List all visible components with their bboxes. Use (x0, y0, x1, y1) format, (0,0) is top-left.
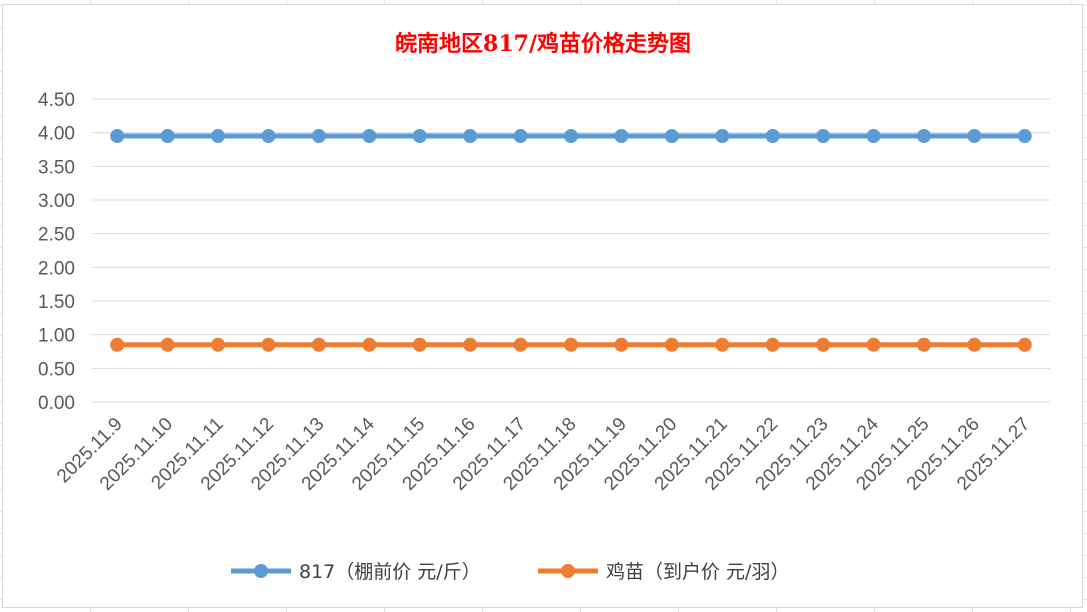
data-point-series-2[interactable] (211, 337, 226, 352)
x-axis-ticks: 2025.11.92025.11.102025.11.112025.11.122… (53, 413, 1034, 494)
data-point-series-1[interactable] (362, 129, 377, 144)
data-point-series-1[interactable] (412, 129, 427, 144)
data-point-series-1[interactable] (311, 129, 326, 144)
legend-label: 817（棚前价 元/斤） (299, 561, 481, 583)
data-point-series-2[interactable] (614, 337, 629, 352)
legend-item-2[interactable]: 鸡苗（到户价 元/羽） (538, 561, 789, 583)
data-point-series-2[interactable] (765, 337, 780, 352)
legend-point-marker (254, 564, 268, 578)
data-point-series-2[interactable] (664, 337, 679, 352)
data-point-series-1[interactable] (211, 129, 226, 144)
data-point-series-2[interactable] (412, 337, 427, 352)
data-point-series-2[interactable] (715, 337, 730, 352)
data-point-series-2[interactable] (967, 337, 982, 352)
data-point-series-2[interactable] (916, 337, 931, 352)
y-tick-label: 4.00 (38, 124, 75, 145)
y-tick-label: 3.50 (38, 157, 75, 178)
data-point-series-1[interactable] (564, 129, 578, 144)
data-point-series-1[interactable] (765, 129, 780, 144)
data-point-series-1[interactable] (664, 129, 679, 144)
y-axis-ticks: 0.00 0.50 1.00 1.50 2.00 2.50 3.00 3.50 4.00 4.50 (38, 90, 75, 414)
y-tick-label: 3.00 (38, 191, 75, 212)
data-point-series-1[interactable] (866, 129, 881, 144)
data-point-series-1[interactable] (715, 129, 730, 144)
legend: 817（棚前价 元/斤） 鸡苗（到户价 元/羽） (231, 561, 789, 583)
chart-area[interactable] (2, 4, 1083, 608)
data-point-series-1[interactable] (261, 129, 276, 144)
data-point-series-1[interactable] (916, 129, 931, 144)
data-point-series-1[interactable] (463, 129, 478, 144)
data-point-series-2[interactable] (362, 337, 377, 352)
data-point-series-1[interactable] (513, 129, 528, 144)
y-tick-label: 1.50 (38, 292, 75, 313)
legend-label: 鸡苗（到户价 元/羽） (606, 561, 789, 583)
legend-item-1[interactable]: 817（棚前价 元/斤） (231, 561, 481, 583)
chart-title: 皖南地区817/鸡苗价格走势图 (395, 31, 691, 57)
data-point-series-2[interactable] (311, 337, 326, 352)
data-point-series-2[interactable] (564, 337, 578, 352)
legend-point-marker (561, 564, 575, 578)
gridlines (92, 98, 1050, 403)
y-tick-label: 0.00 (38, 393, 75, 414)
data-point-series-2[interactable] (816, 337, 831, 352)
data-point-series-2[interactable] (513, 337, 528, 352)
data-point-series-1[interactable] (614, 129, 629, 144)
y-tick-label: 0.50 (38, 359, 75, 380)
data-point-series-2[interactable] (160, 337, 175, 352)
data-point-series-2[interactable] (110, 337, 125, 352)
series-group (110, 129, 1032, 352)
data-point-series-2[interactable] (463, 337, 478, 352)
y-tick-label: 2.50 (38, 225, 75, 246)
y-tick-label: 1.00 (38, 326, 75, 347)
y-tick-label: 2.00 (38, 258, 75, 279)
data-point-series-2[interactable] (866, 337, 881, 352)
data-point-series-1[interactable] (1017, 129, 1032, 144)
data-point-series-1[interactable] (110, 129, 125, 144)
data-point-series-1[interactable] (816, 129, 831, 144)
data-point-series-1[interactable] (967, 129, 982, 144)
data-point-series-2[interactable] (261, 337, 276, 352)
data-point-series-2[interactable] (1017, 337, 1032, 352)
data-point-series-1[interactable] (160, 129, 175, 144)
y-tick-label: 4.50 (38, 90, 75, 111)
